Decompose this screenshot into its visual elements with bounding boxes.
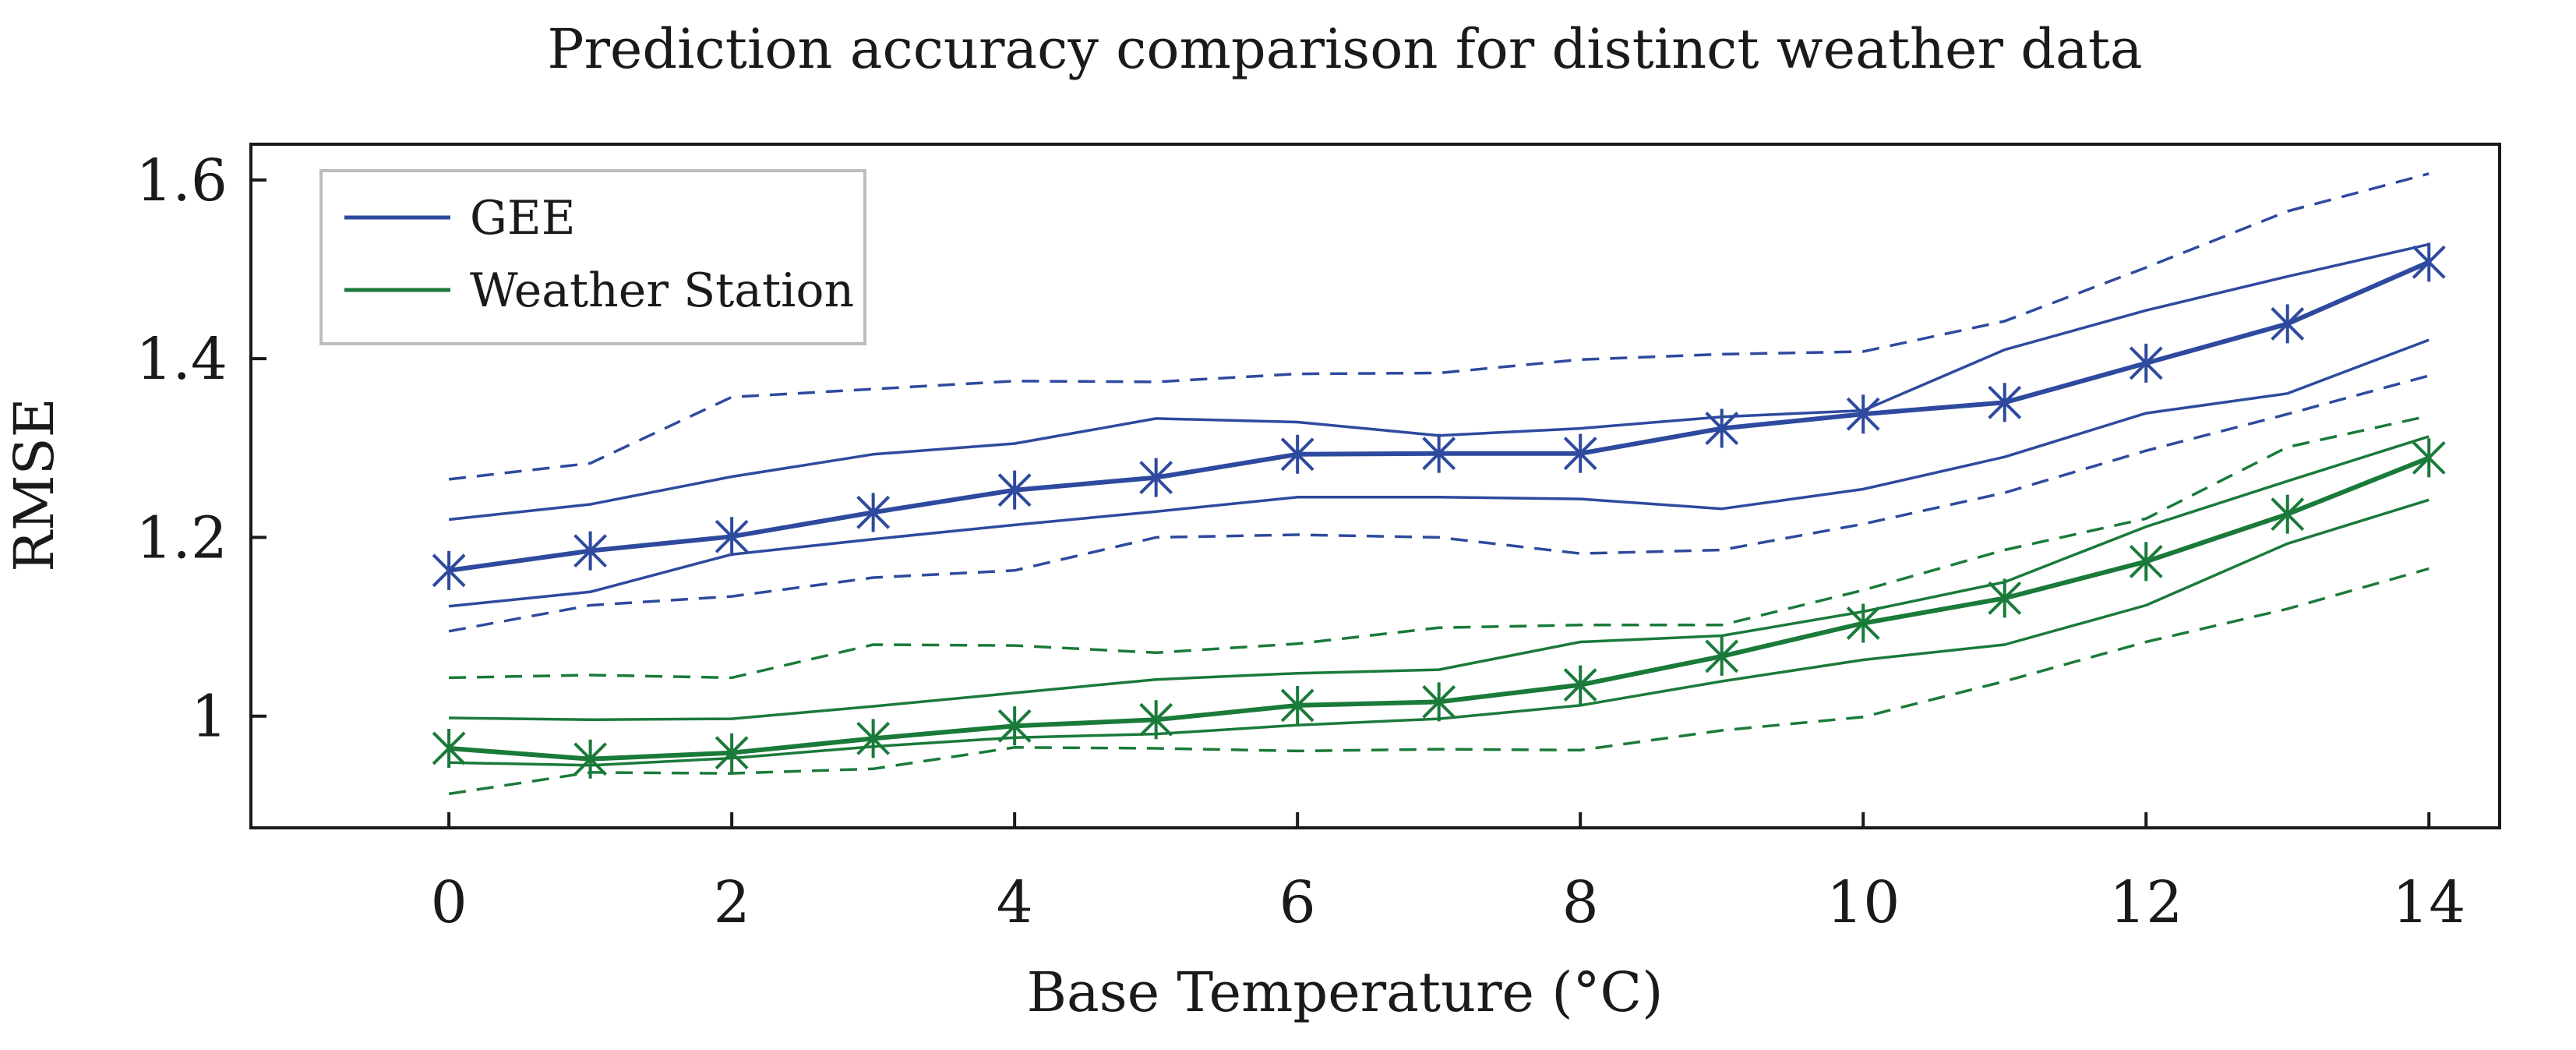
series-layer bbox=[432, 172, 2446, 796]
weather-station-marker bbox=[1705, 636, 1739, 676]
chart-title: Prediction accuracy comparison for disti… bbox=[547, 17, 2142, 81]
weather-station-marker bbox=[1988, 578, 2022, 618]
x-tick-label: 6 bbox=[1279, 869, 1316, 936]
gee-marker bbox=[432, 550, 466, 590]
gee-marker bbox=[856, 493, 891, 532]
gee-marker bbox=[1563, 433, 1597, 473]
gee-marker bbox=[1705, 408, 1739, 448]
plot-frame bbox=[249, 143, 2501, 829]
weather-station-marker bbox=[997, 706, 1032, 746]
gee-marker bbox=[2412, 242, 2446, 282]
y-tick-label: 1 bbox=[191, 684, 228, 751]
gee-marker bbox=[715, 517, 749, 557]
gee-outer-lower-line bbox=[448, 374, 2430, 633]
series-gee bbox=[432, 172, 2446, 633]
gee-marker bbox=[573, 531, 608, 571]
gee-marker bbox=[2271, 304, 2305, 344]
weather-station-marker bbox=[1139, 700, 1173, 740]
weather-station-marker bbox=[2271, 494, 2305, 534]
weather-station-marker bbox=[715, 733, 749, 772]
x-tick-label: 10 bbox=[1826, 869, 1900, 936]
gee-marker bbox=[1988, 383, 2022, 422]
weather-station-inner-lower-line bbox=[449, 498, 2430, 767]
weather-station-marker bbox=[1846, 603, 1880, 643]
gee-marker bbox=[2129, 343, 2163, 383]
weather-station-inner-upper-line bbox=[449, 435, 2430, 722]
weather-station-marker bbox=[2412, 438, 2446, 478]
series-weather-station bbox=[432, 414, 2446, 796]
gee-marker bbox=[1846, 394, 1880, 434]
weather-station-marker bbox=[1280, 685, 1314, 725]
gee-marker bbox=[1139, 458, 1173, 497]
legend-label-weather-station: Weather Station bbox=[470, 263, 854, 318]
legend-box bbox=[319, 169, 866, 345]
axis-layer: 0 2 4 6 8 10 12 14 1 1.2 1.4 1.6 bbox=[136, 147, 2465, 936]
x-tick-label: 4 bbox=[997, 869, 1033, 936]
weather-station-outer-lower-line bbox=[448, 567, 2430, 796]
x-axis-label: Base Temperature (°C) bbox=[1027, 960, 1664, 1024]
x-tick-label: 8 bbox=[1562, 869, 1599, 936]
x-tick-label: 2 bbox=[714, 869, 750, 936]
gee-inner-lower-line bbox=[448, 338, 2430, 608]
y-tick-label: 1.2 bbox=[136, 504, 228, 571]
weather-station-marker bbox=[432, 728, 466, 768]
gee-outer-upper-line bbox=[448, 172, 2430, 481]
y-tick-label: 1.4 bbox=[136, 326, 228, 393]
x-tick-label: 12 bbox=[2109, 869, 2183, 936]
weather-station-outer-upper-line bbox=[449, 414, 2430, 680]
gee-marker bbox=[1422, 433, 1456, 473]
y-tick-label: 1.6 bbox=[136, 147, 228, 214]
legend: GEE Weather Station bbox=[319, 169, 866, 345]
weather-station-marker bbox=[2129, 542, 2163, 582]
weather-station-marker bbox=[1563, 665, 1597, 705]
y-axis-label: RMSE bbox=[2, 398, 66, 571]
x-tick-label: 14 bbox=[2392, 869, 2465, 936]
legend-label-gee: GEE bbox=[470, 191, 576, 246]
gee-marker bbox=[1280, 434, 1314, 474]
weather-station-marker bbox=[1422, 682, 1456, 722]
gee-marker bbox=[997, 470, 1032, 510]
weather-station-marker bbox=[573, 739, 608, 779]
weather-station-marker bbox=[856, 719, 891, 758]
x-tick-label: 0 bbox=[431, 869, 468, 936]
